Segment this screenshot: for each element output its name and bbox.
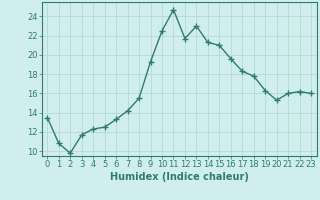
X-axis label: Humidex (Indice chaleur): Humidex (Indice chaleur): [110, 172, 249, 182]
